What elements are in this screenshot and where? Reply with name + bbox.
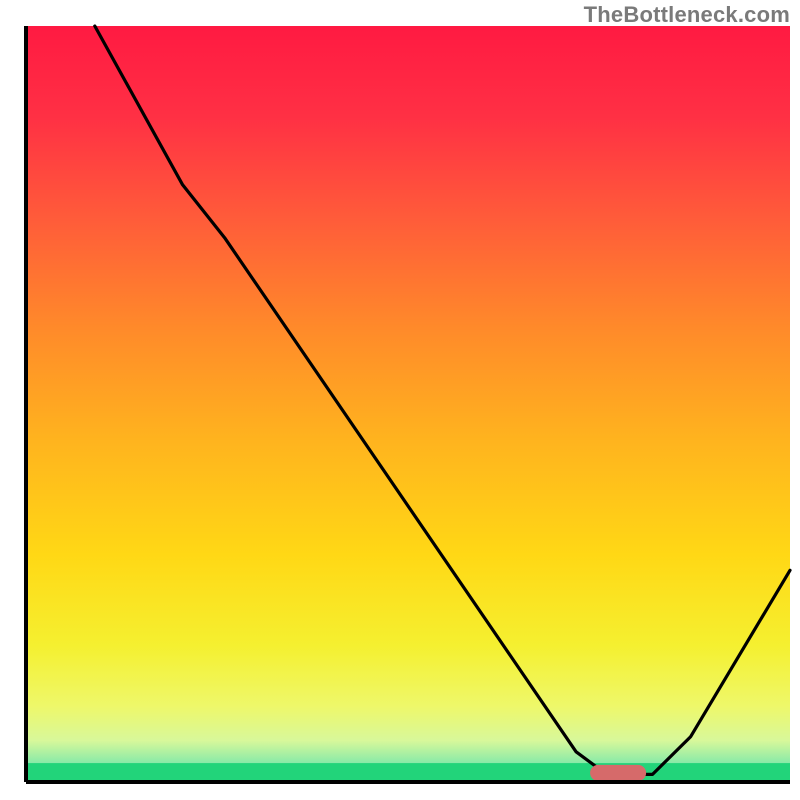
bottleneck-curve-chart (0, 0, 800, 800)
gradient-background (26, 26, 790, 782)
chart-container: TheBottleneck.com (0, 0, 800, 800)
watermark-text: TheBottleneck.com (584, 2, 790, 28)
current-config-marker (590, 765, 646, 781)
optimal-band (26, 763, 790, 782)
